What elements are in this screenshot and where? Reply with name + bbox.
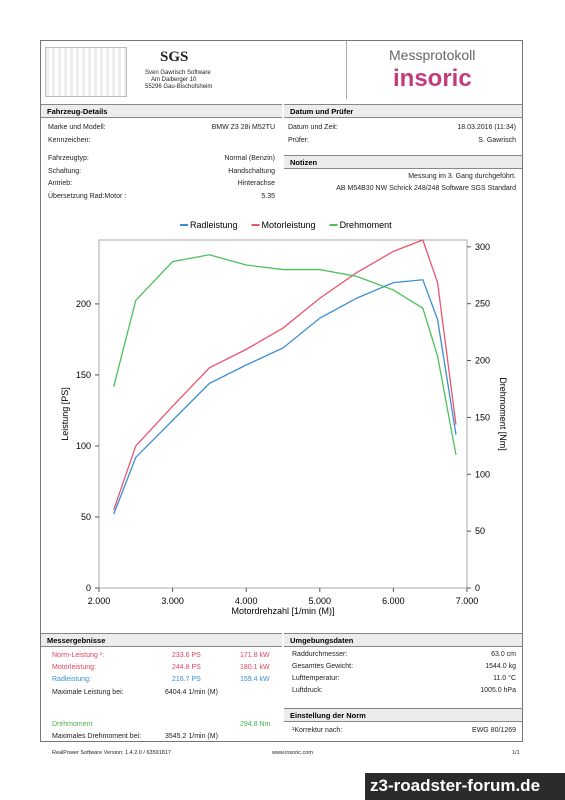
row-label: Luftdruck: — [292, 687, 323, 694]
row-value: S. Gawrisch — [478, 137, 516, 144]
legend-label: Radleistung — [190, 220, 238, 230]
row-value: Hinterachse — [237, 180, 275, 187]
line — [113, 254, 457, 456]
row-label: Raddurchmesser: — [292, 651, 348, 658]
brand: insoric — [393, 65, 472, 92]
legend-label: Drehmoment — [340, 220, 393, 230]
row-label: Marke und Modell: — [48, 124, 106, 131]
section-header: Notizen — [284, 155, 522, 169]
logo-line: Sven Gawrisch Software — [145, 70, 211, 76]
y2-tick-label: 50 — [475, 526, 485, 536]
y-tick-label: 50 — [81, 512, 91, 522]
max-power-value: 6404.4 1/min (M) — [165, 689, 218, 696]
y-tick-label: 200 — [76, 299, 91, 309]
logo-graphic — [45, 47, 127, 97]
row-value: Handschaltung — [228, 168, 275, 175]
note: AB M54B30 NW Schrick 248/248 Software SG… — [336, 185, 516, 192]
max-torque-value: 3545.2 1/min (M) — [165, 733, 218, 740]
y-tick-label: 100 — [76, 441, 91, 451]
chart: 2.000 3.000 4.000 5.000 6.000 7.000 0 50 100 150 2… — [60, 220, 508, 616]
row-value: 5.35 — [261, 193, 275, 200]
torque-label: Drehmoment — [52, 721, 93, 728]
row-label: Prüfer: — [288, 137, 310, 144]
y2-tick-label: 100 — [475, 469, 490, 479]
result-label: Radleistung: — [52, 676, 91, 683]
x-tick-label: 4.000 — [235, 596, 258, 606]
frame — [40, 40, 523, 742]
y-tick-label: 0 — [86, 583, 91, 593]
x-tick-label: 7.000 — [456, 596, 479, 606]
row-label: Kennzeichen: — [48, 137, 91, 144]
result-ps: 216.7 PS — [172, 676, 201, 683]
section-header: Fahrzeug-Details — [41, 104, 282, 118]
footer-version: RealPower Software Version: 1.4.2.0 / 63… — [52, 750, 171, 756]
note: Messung im 3. Gang durchgeführt. — [408, 173, 516, 180]
max-power-label: Maximale Leistung bei: — [52, 689, 124, 696]
row-value: Normal (Benzin) — [224, 155, 275, 162]
logo-line: Am Daiberger 10 — [151, 77, 197, 83]
logo-line: 55296 Gau-Bischofsheim — [145, 84, 213, 90]
x-tick-label: 6.000 — [382, 596, 405, 606]
x-tick-label: 2.000 — [88, 596, 111, 606]
section-header: Datum und Prüfer — [284, 104, 522, 118]
line — [113, 239, 457, 511]
legend-label: Motorleistung — [262, 220, 316, 230]
row-label: Datum und Zeit: — [288, 124, 338, 131]
max-torque-label: Maximales Drehmoment bei: — [52, 733, 142, 740]
logo-title: SGS — [160, 49, 189, 65]
result-ps: 244.8 PS — [172, 664, 201, 671]
result-label: Motorleistung: — [52, 664, 96, 671]
row-value: 63.0 cm — [491, 651, 516, 658]
brand-box: Messprotokoll insoric — [346, 41, 523, 99]
row-value: 18.03.2016 (11:34) — [457, 124, 516, 131]
y2-tick-label: 300 — [475, 242, 490, 252]
result-kw: 159.4 kW — [240, 676, 270, 683]
result-label: Norm-Leistung ¹: — [52, 652, 105, 659]
y2-tick-label: 250 — [475, 299, 490, 309]
row-value: 1544.0 kg — [485, 663, 516, 670]
footer-url: www.insoric.com — [272, 750, 313, 756]
section-header: Umgebungsdaten — [284, 633, 522, 647]
logo-area: SGS Sven Gawrisch Software Am Daiberger … — [45, 45, 285, 97]
row-label: Schaltung: — [48, 168, 82, 175]
result-ps: 233.6 PS — [172, 652, 201, 659]
footer-page: 1/1 — [512, 750, 520, 756]
row-label: Lufttemperatur: — [292, 675, 340, 682]
row-label: Fahrzeugtyp: — [48, 155, 89, 162]
row-label: Übersetzung Rad:Motor : — [48, 193, 127, 200]
x-tick-label: 3.000 — [161, 596, 184, 606]
y2-tick-label: 200 — [475, 356, 490, 366]
watermark-bar — [365, 773, 565, 800]
row-label: Antrieb: — [48, 180, 73, 187]
x-axis-title: Motordrehzahl [1/min (M)] — [231, 606, 334, 616]
section-header: Messergebnisse — [41, 633, 282, 647]
watermark: z3-roadster-forum.de — [370, 776, 541, 795]
row-value: EWG 80/1269 — [472, 727, 516, 734]
report-title: Messprotokoll — [389, 47, 476, 63]
y2-tick-label: 0 — [475, 583, 480, 593]
result-kw: 180.1 kW — [240, 664, 270, 671]
line — [113, 279, 457, 515]
row-value: 1005.0 hPa — [480, 687, 516, 694]
row-label: ¹Korrektur nach: — [292, 727, 343, 734]
row-value: BMW Z3 28i M52TU — [211, 124, 275, 131]
plot-area — [98, 239, 468, 589]
torque-value: 294.8 Nm — [240, 721, 271, 728]
x-tick-label: 5.000 — [309, 596, 332, 606]
y2-tick-label: 150 — [475, 412, 490, 422]
section-header: Einstellung der Norm — [284, 708, 522, 722]
result-kw: 171.8 kW — [240, 652, 270, 659]
y2-axis-title: Drehmoment [Nm] — [498, 377, 508, 451]
y-axis-title: Leistung [PS] — [60, 387, 70, 441]
y-tick-label: 150 — [76, 370, 91, 380]
row-value: 11.0 °C — [493, 675, 516, 682]
row-label: Gesamtes Gewicht: — [292, 663, 354, 670]
